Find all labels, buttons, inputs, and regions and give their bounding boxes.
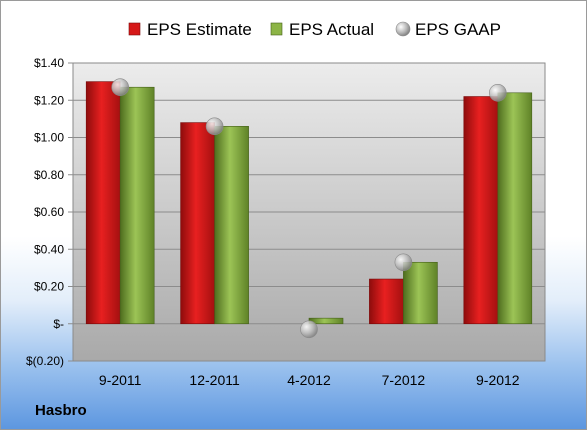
legend-swatch — [270, 22, 283, 36]
marker-eps-gaap — [111, 78, 129, 97]
x-tick-label: 4-2012 — [287, 372, 331, 388]
legend-label: EPS GAAP — [415, 20, 501, 39]
x-tick-label: 9-2012 — [476, 372, 520, 388]
y-tick-label: $0.20 — [34, 280, 64, 294]
company-name: Hasbro — [35, 402, 87, 419]
bar-eps-actual — [403, 261, 438, 325]
x-tick-label: 9-2011 — [99, 372, 142, 388]
y-axis: $1.40 $1.20 $1.00 $0.80 $0.60 $0.40 $0.20 $- $(0… — [26, 56, 73, 368]
x-tick-label: 7-2012 — [382, 372, 426, 388]
marker-eps-gaap — [205, 117, 224, 136]
x-axis: 9-2011 12-2011 4-2012 7-2012 9-2012 — [99, 372, 520, 388]
bar-eps-estimate — [463, 96, 499, 325]
legend-label: EPS Actual — [289, 20, 374, 39]
legend-swatch — [128, 22, 141, 36]
marker-eps-gaap — [300, 320, 318, 339]
bar-eps-actual — [497, 92, 533, 325]
bar-eps-actual — [119, 86, 155, 325]
marker-eps-gaap — [394, 253, 413, 272]
bar-eps-estimate — [180, 122, 215, 325]
legend: EPS Estimate EPS Actual EPS GAAP — [128, 20, 501, 39]
y-tick-label: $0.60 — [34, 205, 64, 219]
y-tick-label: $1.20 — [34, 93, 64, 107]
y-tick-label: $- — [53, 317, 64, 331]
y-tick-label: $1.00 — [34, 131, 64, 145]
bar-eps-estimate — [85, 81, 121, 325]
y-tick-label: $0.80 — [34, 168, 64, 182]
y-tick-label: $1.40 — [34, 56, 64, 70]
legend-label: EPS Estimate — [147, 20, 252, 39]
marker-eps-gaap — [488, 84, 507, 102]
bars — [85, 81, 533, 325]
legend-swatch — [395, 21, 411, 37]
gaap-markers — [111, 78, 507, 339]
y-tick-label: $0.40 — [34, 242, 64, 256]
x-tick-label: 12-2011 — [189, 372, 240, 388]
bar-eps-estimate — [369, 278, 404, 325]
y-tick-label: $(0.20) — [26, 354, 64, 368]
bar-eps-actual — [214, 126, 249, 325]
